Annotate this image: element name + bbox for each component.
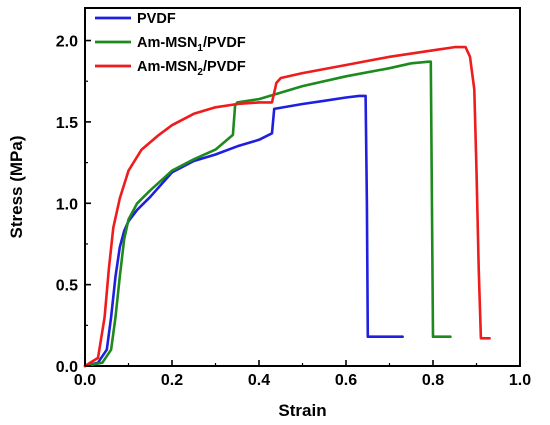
y-axis: 0.0 0.5 1.0 1.5 2.0: [56, 34, 91, 376]
x-axis: 0.0 0.2 0.4 0.6 0.8 1.0: [74, 360, 531, 389]
x-tick-label: 0.2: [161, 372, 183, 389]
legend-label-2: Am-MSN1/PVDF: [137, 35, 246, 54]
series-line-1: [83, 94, 404, 368]
y-tick-label: 2.0: [56, 34, 78, 51]
x-tick-label: 0.4: [248, 372, 270, 389]
series-line-3: [83, 45, 491, 368]
y-tick-label: 0.5: [56, 278, 78, 295]
x-tick-label: 0.8: [422, 372, 444, 389]
legend-label-3: Am-MSN2/PVDF: [137, 59, 246, 78]
legend: PVDF Am-MSN1/PVDF Am-MSN2/PVDF: [95, 11, 246, 78]
x-tick-label: 1.0: [509, 372, 531, 389]
y-tick-label: 1.5: [56, 115, 78, 132]
series-layer: [83, 45, 491, 368]
series-line-2: [83, 60, 452, 368]
x-tick-label: 0.6: [335, 372, 357, 389]
x-tick-label: 0.0: [74, 372, 96, 389]
x-axis-title: Strain: [278, 401, 326, 420]
y-tick-label: 1.0: [56, 196, 78, 213]
legend-label-1: PVDF: [137, 11, 176, 27]
y-axis-title: Stress (MPa): [7, 136, 26, 239]
y-tick-label: 0.0: [56, 359, 78, 376]
